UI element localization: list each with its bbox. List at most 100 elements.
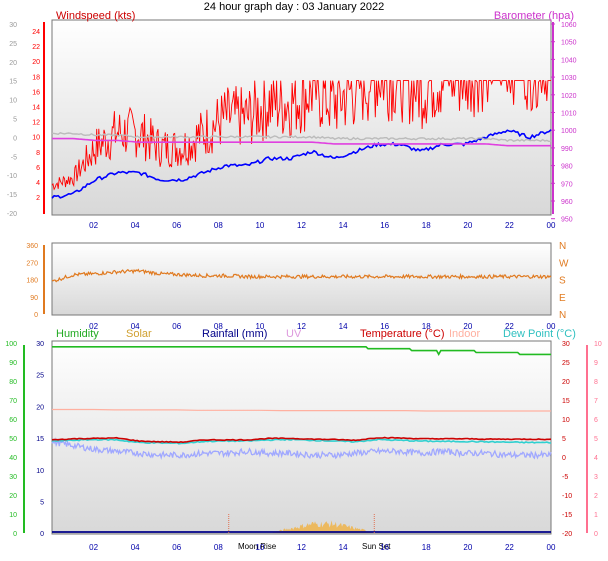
direction-tick-label: 360 [26, 243, 38, 250]
gray-tick-label: 5 [13, 117, 17, 124]
baro-tick-label: 990 [561, 146, 573, 153]
humidity-tick-label: 0 [13, 531, 17, 538]
apparent-temp-line [51, 437, 552, 461]
rain-tick-label: 10 [36, 468, 44, 475]
x-tick-label-wind: 06 [172, 221, 181, 230]
indoor-line [52, 408, 551, 412]
temp-tick-label: -15 [562, 512, 572, 519]
x-tick-label-wind: 12 [297, 221, 306, 230]
rain-tick-label: 20 [36, 404, 44, 411]
x-tick-label-wind: 00 [547, 221, 556, 230]
wind-tick-label: 24 [32, 29, 40, 36]
gray-tick-label: 0 [13, 135, 17, 142]
x-tick-label-wind: 10 [255, 221, 264, 230]
baro-tick-label: 1030 [561, 75, 577, 82]
uv-label: UV [286, 328, 302, 340]
x-tick-label-wind: 04 [131, 221, 140, 230]
rain-tick-label: 15 [36, 436, 44, 443]
temp-tick-label: 15 [562, 398, 570, 405]
wind-tick-label: 10 [32, 135, 40, 142]
gray-tick-label: 30 [9, 22, 17, 29]
temp-tick-label: 5 [562, 436, 566, 443]
humidity-tick-label: 10 [9, 512, 17, 519]
x-tick-label-direction: 22 [505, 322, 514, 331]
humidity-tick-label: 60 [9, 417, 17, 424]
baro-tick-label: 1060 [561, 22, 577, 29]
direction-tick-label: 90 [30, 295, 38, 302]
baro-tick-label: 1040 [561, 57, 577, 64]
baro-tick-label: 970 [561, 181, 573, 188]
gray-tick-label: -20 [7, 211, 17, 218]
x-tick-label-direction: 14 [339, 322, 348, 331]
trend-line [51, 132, 552, 143]
x-tick-label-direction: 10 [255, 322, 264, 331]
gray-tick-label: -10 [7, 173, 17, 180]
humidity-tick-label: 50 [9, 436, 17, 443]
x-tick-label-wind: 02 [89, 221, 98, 230]
temperature-label: Temperature (°C) [360, 328, 444, 340]
baro-tick-label: 1050 [561, 40, 577, 47]
temp-tick-label: 0 [562, 455, 566, 462]
temperature-line [51, 436, 552, 444]
solar-label: Solar [126, 328, 152, 340]
x-tick-label-temperature: 18 [422, 543, 431, 552]
x-tick-label-direction: 06 [172, 322, 181, 331]
direction-tick-label: 180 [26, 278, 38, 285]
direction-letter: W [559, 258, 569, 269]
temp-tick-label: 10 [562, 417, 570, 424]
uv-tick-label: 3 [594, 474, 598, 481]
wind-tick-label: 12 [32, 120, 40, 127]
direction-letter: S [559, 276, 566, 287]
rain-tick-label: 30 [36, 341, 44, 348]
x-tick-label-temperature: 10 [255, 543, 264, 552]
temp-tick-label: 25 [562, 360, 570, 367]
wind-tick-label: 16 [32, 89, 40, 96]
x-tick-label-direction: 18 [422, 322, 431, 331]
direction-tick-label: 270 [26, 260, 38, 267]
dewpoint-label: Dew Point (°C) [503, 328, 576, 340]
direction-letter: N [559, 310, 566, 321]
temp-tick-label: -5 [562, 474, 568, 481]
x-tick-label-direction: 04 [131, 322, 140, 331]
x-tick-label-direction: 02 [89, 322, 98, 331]
barometer-line [52, 137, 551, 147]
x-tick-label-temperature: 06 [172, 543, 181, 552]
wind-tick-label: 4 [36, 180, 40, 187]
uv-tick-label: 5 [594, 436, 598, 443]
uv-tick-label: 4 [594, 455, 598, 462]
temp-tick-label: -20 [562, 531, 572, 538]
solar-area [52, 520, 551, 533]
x-tick-label-temperature: 16 [380, 543, 389, 552]
temp-tick-label: -10 [562, 493, 572, 500]
x-tick-label-wind: 18 [422, 221, 431, 230]
windspeed-label: Windspeed (kts) [56, 10, 135, 22]
gray-tick-label: -15 [7, 192, 17, 199]
wind-tick-label: 2 [36, 195, 40, 202]
humidity-tick-label: 90 [9, 360, 17, 367]
humidity-tick-label: 20 [9, 493, 17, 500]
temperature-panel [51, 340, 552, 535]
wind-tick-label: 22 [32, 44, 40, 51]
gray-tick-label: 15 [9, 79, 17, 86]
gray-tick-label: 25 [9, 41, 17, 48]
baro-tick-label: 1010 [561, 111, 577, 118]
sunset-label: Sun Set [362, 542, 391, 551]
humidity-label: Humidity [56, 328, 99, 340]
uv-tick-label: 1 [594, 512, 598, 519]
x-tick-label-temperature: 12 [297, 543, 306, 552]
x-tick-label-temperature: 04 [131, 543, 140, 552]
wind-direction-line [51, 268, 552, 283]
x-tick-label-direction: 20 [463, 322, 472, 331]
chart-marks: 24222018161412108642302520151050-5-10-15… [5, 22, 602, 552]
baro-tick-label: 950 [561, 217, 573, 224]
rainfall-label: Rainfall (mm) [202, 328, 267, 340]
humidity-tick-label: 30 [9, 474, 17, 481]
x-tick-label-direction: 08 [214, 322, 223, 331]
x-tick-label-direction: 00 [547, 322, 556, 331]
x-tick-label-temperature: 02 [89, 543, 98, 552]
baro-tick-label: 960 [561, 199, 573, 206]
moonrise-label: Moon Rise [238, 542, 277, 551]
uv-tick-label: 7 [594, 398, 598, 405]
x-tick-label-temperature: 00 [547, 543, 556, 552]
